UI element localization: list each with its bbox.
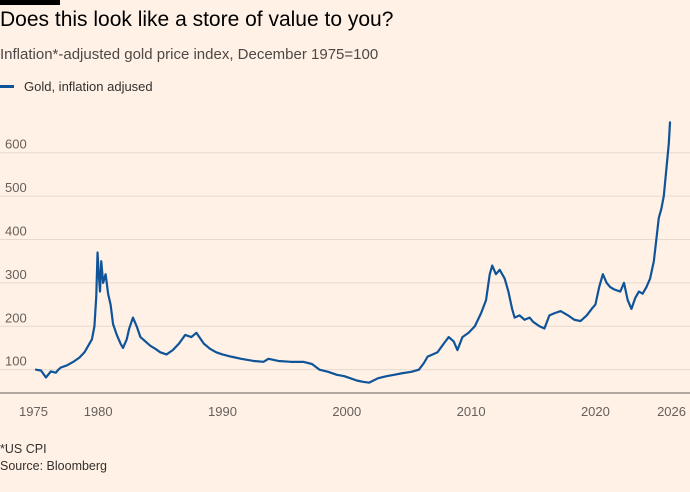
x-tick-label: 2020 — [581, 404, 610, 419]
x-tick-label: 2026 — [657, 404, 686, 419]
y-axis-ticks: 100 200 300 400 500 600 — [5, 137, 27, 369]
series-line-gold — [34, 121, 672, 384]
series-layer — [34, 121, 672, 384]
footer: *US CPI Source: Bloomberg — [0, 441, 107, 475]
y-tick-label: 300 — [5, 267, 27, 282]
x-tick-label: 2000 — [332, 404, 361, 419]
x-tick-label: 1975 — [19, 404, 48, 419]
x-tick-label: 1980 — [84, 404, 113, 419]
line-chart: 100 200 300 400 500 600 1975 1980 1990 2000 2010 2… — [0, 121, 690, 419]
y-tick-label: 100 — [5, 354, 27, 369]
y-tick-label: 200 — [5, 310, 27, 325]
legend: Gold, inflation adjused — [0, 79, 153, 94]
source-note: Source: Bloomberg — [0, 459, 108, 473]
y-tick-label: 500 — [5, 180, 27, 195]
y-tick-label: 400 — [5, 223, 27, 238]
footnote: *US CPI — [0, 442, 47, 456]
legend-label: Gold, inflation adjused — [24, 79, 153, 94]
gridlines — [0, 152, 690, 394]
chart-title: Does this look like a store of value to … — [0, 8, 394, 31]
brand-bar — [0, 0, 60, 5]
x-axis-ticks: 1975 1980 1990 2000 2010 2020 2026 — [19, 404, 686, 419]
chart-subtitle: Inflation*-adjusted gold price index, De… — [0, 46, 379, 63]
x-tick-label: 1990 — [208, 404, 237, 419]
legend-swatch — [0, 85, 14, 88]
x-tick-label: 2010 — [457, 404, 486, 419]
y-tick-label: 600 — [5, 137, 27, 152]
